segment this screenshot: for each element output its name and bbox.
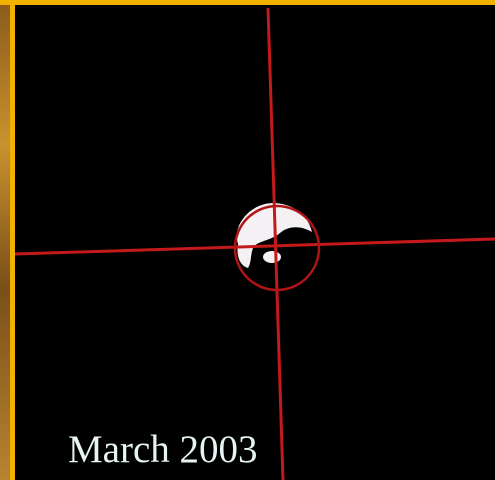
caption: March 2003 — [68, 428, 258, 471]
target-spot — [263, 251, 281, 263]
left-frame — [10, 0, 15, 480]
top-frame — [0, 0, 495, 5]
camera-view: March 2003 — [0, 0, 495, 480]
page: March 2003 (() => { const data = JSON.pa… — [0, 0, 495, 480]
